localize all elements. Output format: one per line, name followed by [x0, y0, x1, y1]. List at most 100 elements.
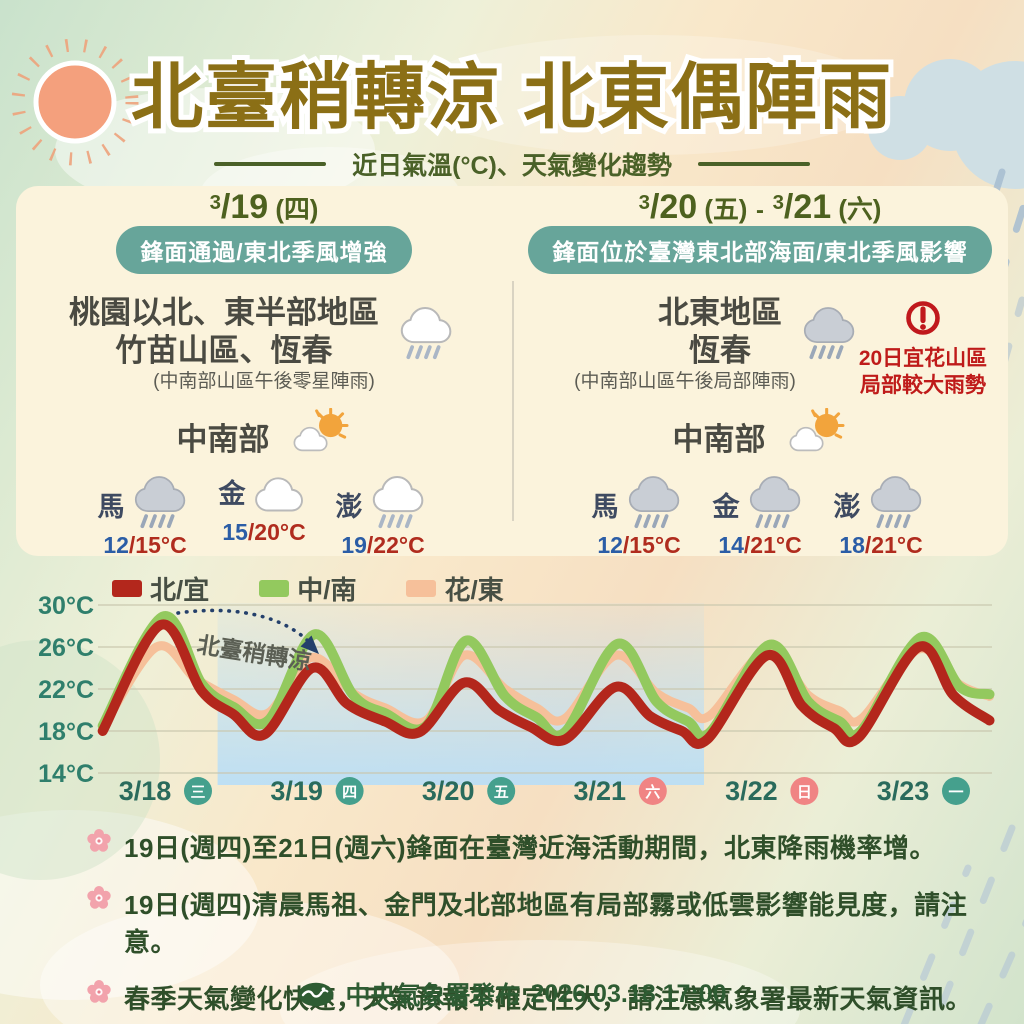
- date-segment: 3: [638, 191, 650, 214]
- page-subtitle: 近日氣溫(°C)、天氣變化趨勢: [352, 152, 672, 180]
- panel-divider: [512, 281, 514, 521]
- series-北/宜: [97, 619, 995, 749]
- island-forecast: 澎 18/21°C: [834, 472, 929, 559]
- sun-behind-cloud-icon: [782, 407, 848, 464]
- islands-row: 馬 12/15°C 金 14/21°C 澎 18/21°C: [512, 472, 1008, 559]
- date-segment: 3: [209, 191, 221, 214]
- island-name: 金: [218, 479, 246, 509]
- weekday-badge: [790, 777, 819, 805]
- legend-item: 北/宜: [112, 570, 209, 607]
- synopsis-banner: 鋒面位於臺灣東北部海面/東北季風影響: [528, 226, 992, 274]
- panel-mar19: 3/19 (四) 鋒面通過/東北季風增強 桃園以北、東半部地區 竹苗山區、恆春 …: [16, 186, 512, 559]
- legend-swatch: [406, 580, 437, 597]
- date-segment: (四): [268, 196, 319, 224]
- island-name: 澎: [335, 492, 363, 522]
- weekday-badge: [487, 777, 516, 805]
- sun-behind-cloud-icon: [286, 407, 352, 464]
- series-花/東: [98, 641, 994, 733]
- date-segment: -: [749, 197, 771, 224]
- x-tick-label: 3/21: [574, 776, 627, 806]
- legend-item: 中/南: [259, 570, 356, 607]
- panel-mar20-21: 3/20 (五) - 3/21 (六) 鋒面位於臺灣東北部海面/東北季風影響 北…: [512, 186, 1008, 559]
- cloud-rain-white-icon: [365, 472, 431, 530]
- front-period-band: [217, 603, 704, 785]
- notes-section: 19日(週四)至21日(週六)鋒面在臺灣近海活動期間，北東降雨機率增。 19日(…: [86, 828, 986, 1024]
- cloud-white-icon: [248, 473, 310, 517]
- date-segment: /21: [783, 188, 832, 226]
- x-tick-label: 3/19: [270, 776, 323, 806]
- south-region-label: 中南部: [672, 421, 766, 457]
- subtitle-dash: [214, 162, 327, 166]
- island-forecast: 金 15/20°C: [219, 472, 310, 559]
- svg-text:五: 五: [494, 784, 509, 801]
- cloud-rain-gray-icon: [127, 472, 193, 530]
- region-text: 北東地區 恆春: [658, 295, 782, 368]
- cloud-rain-gray-icon: [621, 472, 687, 530]
- panel-date: 3/19 (四): [16, 188, 512, 227]
- svg-text:一: 一: [948, 784, 963, 801]
- island-name: 金: [712, 492, 740, 522]
- island-forecast: 金 14/21°C: [713, 472, 808, 559]
- synopsis-banner: 鋒面通過/東北季風增強: [116, 226, 412, 274]
- chart-legend: 北/宜 中/南 花/東: [112, 570, 504, 607]
- cloud-rain-gray-icon: [796, 303, 862, 361]
- blossom-icon: [86, 828, 112, 854]
- cloud-rain-gray-icon: [742, 472, 808, 530]
- island-temperature: 14/21°C: [718, 532, 802, 558]
- legend-item: 花/東: [406, 570, 504, 607]
- blossom-icon: [86, 885, 112, 911]
- island-name: 馬: [97, 492, 125, 522]
- cloud-rain-white-icon: [393, 303, 459, 361]
- forecast-card: 3/19 (四) 鋒面通過/東北季風增強 桃園以北、東半部地區 竹苗山區、恆春 …: [16, 186, 1008, 559]
- date-segment: /19: [220, 188, 269, 226]
- subtitle-dash: [697, 162, 810, 166]
- island-forecast: 馬 12/15°C: [98, 472, 193, 559]
- footer-datetime: 2026.03.18 17:00: [530, 979, 727, 1008]
- island-forecast: 澎 19/22°C: [336, 472, 431, 559]
- svg-text:14°C: 14°C: [38, 760, 94, 788]
- island-name: 馬: [591, 492, 619, 522]
- island-temperature: 12/15°C: [103, 532, 187, 558]
- svg-text:18°C: 18°C: [38, 718, 94, 746]
- island-temperature: 12/15°C: [597, 532, 681, 558]
- cloud-rain-gray-icon: [863, 472, 929, 530]
- cwa-logo-icon: [297, 981, 335, 1008]
- series-中/南: [97, 611, 995, 742]
- panel-date: 3/20 (五) - 3/21 (六): [512, 188, 1008, 227]
- legend-swatch: [112, 580, 142, 597]
- region-subnote: (中南部山區午後零星陣雨): [153, 371, 375, 392]
- weekday-badge: [942, 777, 970, 805]
- svg-text:日: 日: [797, 784, 812, 801]
- annotation-arrow: [176, 608, 311, 644]
- island-temperature: 18/21°C: [839, 532, 923, 558]
- region-subnote: (中南部山區午後局部陣雨): [574, 371, 796, 392]
- x-tick-label: 3/23: [877, 776, 930, 806]
- svg-text:22°C: 22°C: [38, 676, 94, 704]
- island-temperature: 15/20°C: [222, 519, 306, 545]
- legend-label: 花/東: [444, 575, 504, 605]
- legend-swatch: [259, 580, 290, 597]
- region-text: 桃園以北、東半部地區 竹苗山區、恆春: [69, 295, 379, 368]
- svg-text:四: 四: [342, 784, 357, 801]
- svg-text:26°C: 26°C: [38, 634, 94, 662]
- x-tick-label: 3/22: [725, 776, 778, 806]
- footer-agency: 中央氣象署發布: [345, 982, 521, 1010]
- weekday-badge: [184, 777, 212, 805]
- south-region-label: 中南部: [176, 421, 270, 457]
- date-segment: (五): [697, 196, 748, 224]
- island-temperature: 19/22°C: [341, 532, 425, 558]
- x-tick-label: 3/18: [119, 776, 172, 806]
- svg-text:30°C: 30°C: [38, 592, 94, 620]
- island-forecast: 馬 12/15°C: [592, 472, 687, 559]
- x-tick-label: 3/20: [422, 776, 475, 806]
- date-segment: (六): [831, 196, 882, 224]
- footer: 中央氣象署發布 2026.03.18 17:00: [0, 976, 1024, 1012]
- weekday-badge: [638, 777, 667, 805]
- annotation-label: 北臺稍轉涼: [195, 631, 313, 675]
- note-item: 19日(週四)至21日(週六)鋒面在臺灣近海活動期間，北東降雨機率增。: [86, 828, 986, 865]
- legend-label: 中/南: [297, 575, 357, 605]
- blossom-icon: [86, 979, 112, 1005]
- date-segment: /20: [649, 188, 698, 226]
- islands-row: 馬 12/15°C 金 15/20°C 澎 19/22°C: [16, 472, 512, 559]
